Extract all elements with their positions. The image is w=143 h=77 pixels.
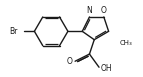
Text: OH: OH: [100, 64, 112, 73]
Text: N: N: [87, 6, 92, 15]
Text: CH₃: CH₃: [119, 40, 132, 46]
Text: Br: Br: [9, 27, 18, 36]
Text: O: O: [101, 6, 107, 15]
Text: O: O: [67, 57, 73, 66]
